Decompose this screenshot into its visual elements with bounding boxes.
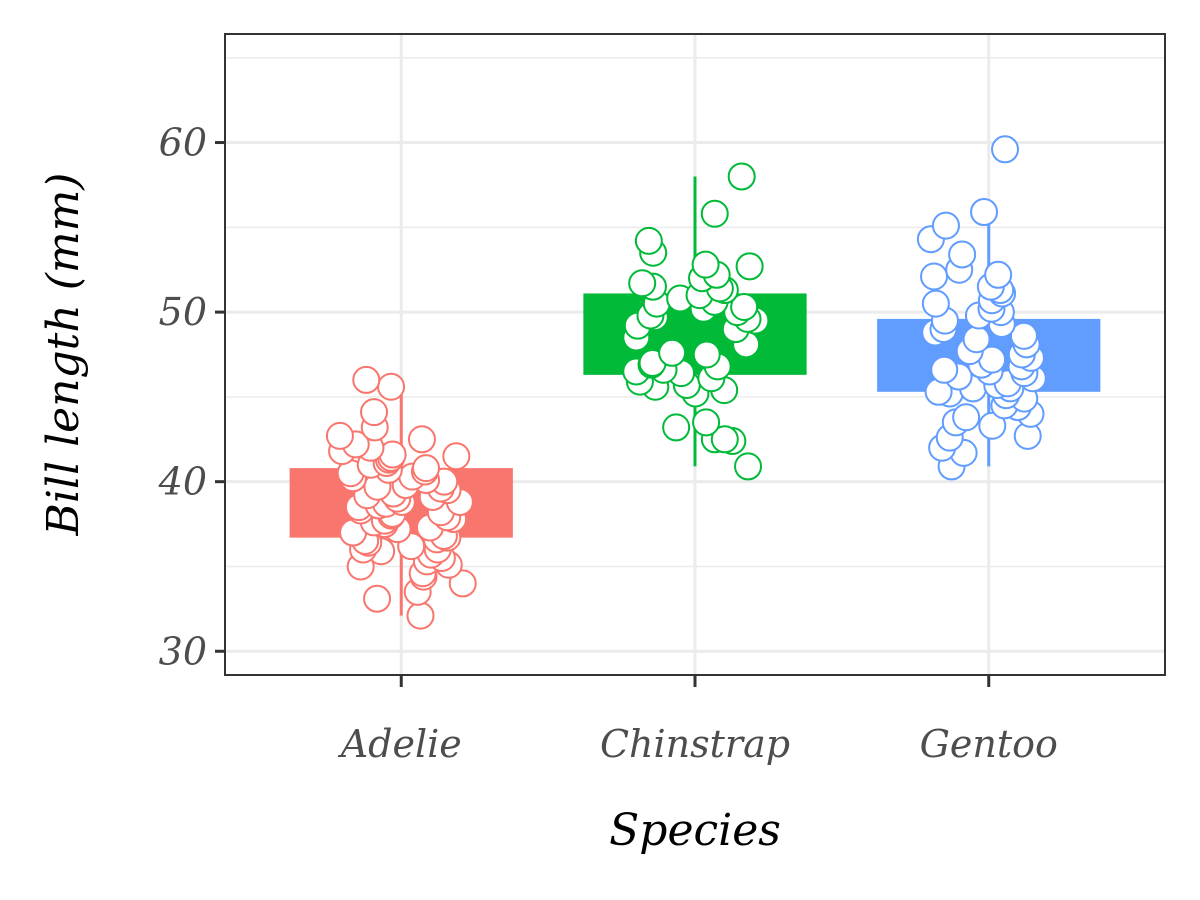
data-point-adelie <box>325 421 354 450</box>
y-axis-title: Bill length (mm) <box>38 173 89 537</box>
data-point-gentoo <box>1009 321 1038 350</box>
data-point-adelie <box>407 425 436 454</box>
data-point-chinstrap <box>730 293 759 322</box>
data-point-adelie <box>377 372 406 401</box>
data-point-chinstrap <box>700 199 729 228</box>
data-point-adelie <box>363 584 392 613</box>
data-point-chinstrap <box>734 452 763 481</box>
data-point-gentoo <box>970 198 999 227</box>
data-point-adelie <box>442 442 471 471</box>
data-point-gentoo <box>952 403 981 432</box>
data-point-gentoo <box>931 211 960 240</box>
data-point-gentoo <box>930 355 959 384</box>
data-point-gentoo <box>948 240 977 269</box>
data-point-gentoo <box>984 260 1013 289</box>
x-tick-label: Gentoo <box>920 722 1058 766</box>
y-tick-label: 30 <box>159 629 207 673</box>
data-point-adelie <box>406 601 435 630</box>
points <box>325 135 1047 630</box>
data-point-chinstrap <box>692 408 721 437</box>
data-point-chinstrap <box>710 425 739 454</box>
data-point-gentoo <box>991 135 1020 164</box>
data-point-gentoo <box>921 289 950 318</box>
data-point-adelie <box>412 454 441 483</box>
x-axis-title: Species <box>609 805 781 856</box>
data-point-chinstrap <box>634 226 663 255</box>
data-point-chinstrap <box>658 338 687 367</box>
data-point-chinstrap <box>692 340 721 369</box>
data-point-gentoo <box>920 262 949 291</box>
data-point-chinstrap <box>628 269 657 298</box>
y-tick-label: 50 <box>159 290 207 334</box>
y-tick-label: 40 <box>158 460 207 504</box>
x-axis-ticks: Adelie Chinstrap Gentoo <box>338 675 1058 766</box>
data-point-adelie <box>448 569 477 598</box>
data-point-adelie <box>352 365 381 394</box>
x-tick-label: Chinstrap <box>600 722 790 766</box>
data-point-chinstrap <box>662 413 691 442</box>
y-tick-label: 60 <box>159 121 207 165</box>
x-tick-label: Adelie <box>338 722 462 766</box>
data-point-chinstrap <box>735 252 764 281</box>
data-point-chinstrap <box>727 162 756 191</box>
y-axis-ticks: 30 40 50 60 <box>158 121 225 673</box>
data-point-chinstrap <box>691 250 720 279</box>
data-point-adelie <box>360 398 389 427</box>
data-point-gentoo <box>978 411 1007 440</box>
data-point-gentoo <box>962 325 991 354</box>
